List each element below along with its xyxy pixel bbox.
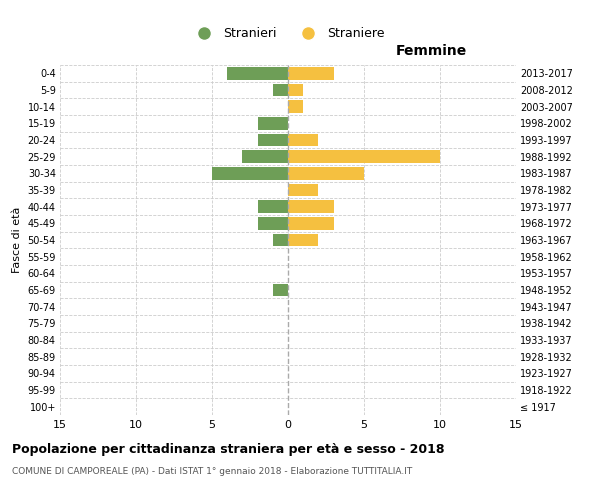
Bar: [288, 217, 334, 230]
Bar: [257, 134, 288, 146]
Bar: [242, 150, 288, 163]
Legend: Stranieri, Straniere: Stranieri, Straniere: [187, 22, 389, 45]
Bar: [288, 100, 303, 113]
Bar: [257, 217, 288, 230]
Bar: [227, 67, 288, 80]
Text: COMUNE DI CAMPOREALE (PA) - Dati ISTAT 1° gennaio 2018 - Elaborazione TUTTITALIA: COMUNE DI CAMPOREALE (PA) - Dati ISTAT 1…: [12, 468, 412, 476]
Text: Popolazione per cittadinanza straniera per età e sesso - 2018: Popolazione per cittadinanza straniera p…: [12, 442, 445, 456]
Bar: [273, 84, 288, 96]
Bar: [288, 84, 303, 96]
Bar: [288, 234, 319, 246]
Bar: [288, 200, 334, 213]
Bar: [273, 284, 288, 296]
Bar: [288, 150, 440, 163]
Bar: [288, 134, 319, 146]
Bar: [212, 167, 288, 179]
Bar: [257, 117, 288, 130]
Bar: [273, 234, 288, 246]
Y-axis label: Fasce di età: Fasce di età: [12, 207, 22, 273]
Bar: [257, 200, 288, 213]
Bar: [288, 67, 334, 80]
Bar: [288, 184, 319, 196]
Text: Femmine: Femmine: [396, 44, 467, 58]
Bar: [288, 167, 364, 179]
